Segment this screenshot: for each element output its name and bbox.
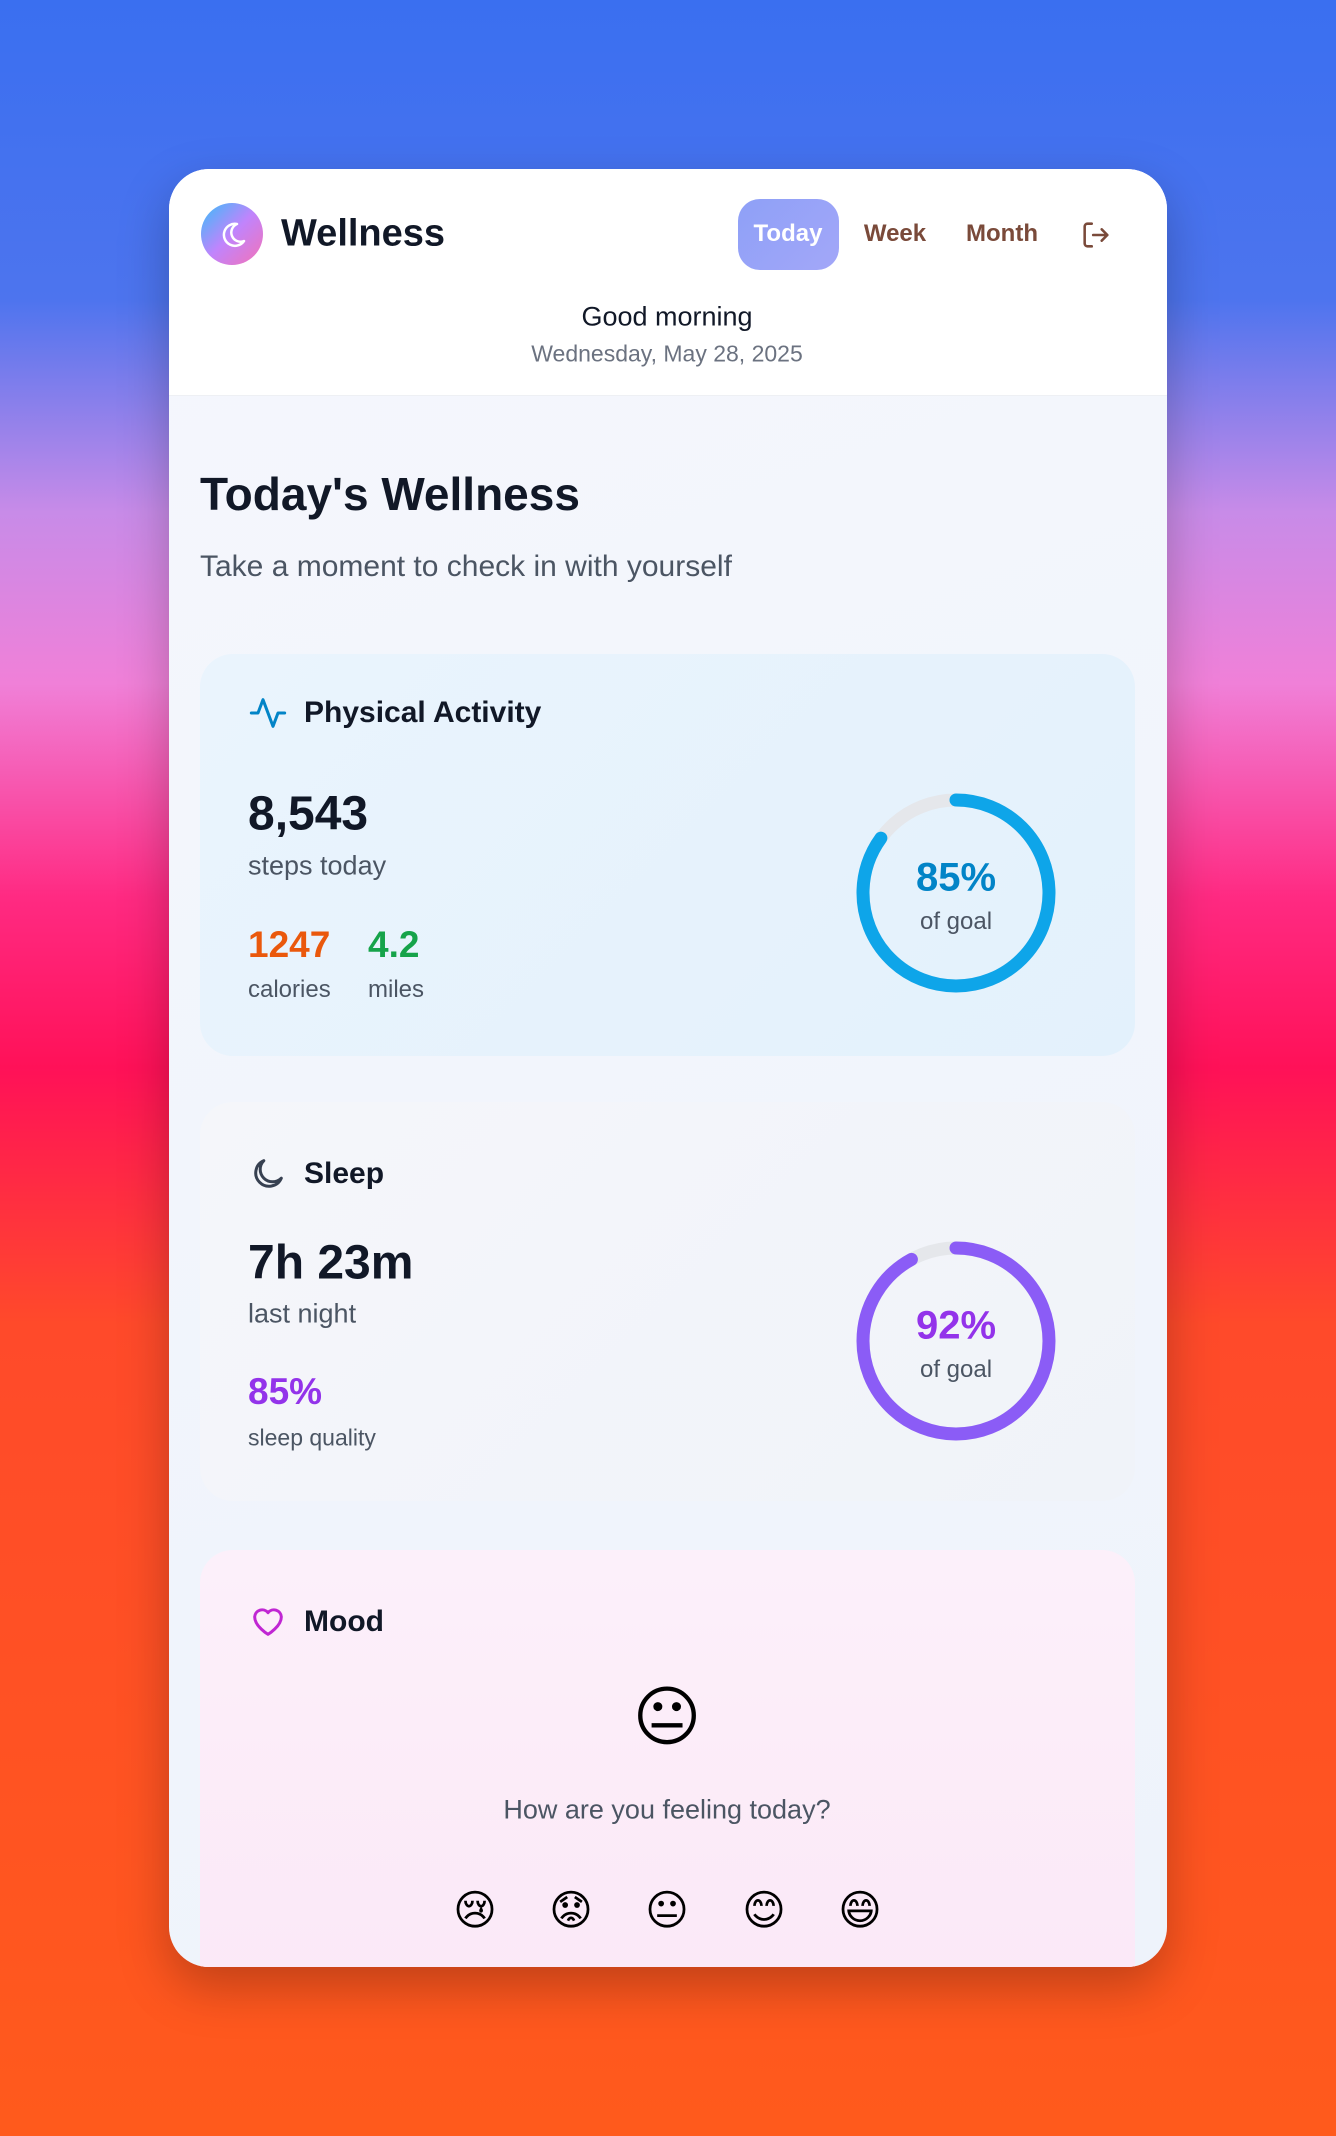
- goal-label: of goal: [919, 1356, 993, 1383]
- quality-label: sleep quality: [248, 1424, 376, 1451]
- mood-option[interactable]: 😊: [742, 1886, 786, 1934]
- mood-card: Mood 😐 How are you feeling today? 😢 😟 😐 …: [200, 1550, 1135, 1967]
- date: Wednesday, May 28, 2025: [531, 340, 803, 367]
- logo-icon: [222, 222, 246, 248]
- steps-label: steps today: [248, 850, 387, 881]
- sleep-icon: [254, 1159, 283, 1188]
- goal-percent: 85%: [915, 855, 997, 900]
- app-window: Wellness Today Week Month Good morning W…: [169, 169, 1167, 1967]
- activity-card: Physical Activity 8,543 steps today 1247…: [200, 654, 1135, 1056]
- mood-option[interactable]: 😐: [645, 1886, 689, 1934]
- activity-icon: [249, 698, 287, 728]
- miles-label: miles: [368, 976, 425, 1003]
- goal-percent: 92%: [915, 1303, 997, 1348]
- nav-week[interactable]: Week: [863, 220, 927, 247]
- app-name: Wellness: [281, 212, 446, 255]
- mood-icon: [253, 1608, 283, 1636]
- mood-question: How are you feeling today?: [503, 1794, 831, 1825]
- mood-option[interactable]: 😢: [453, 1886, 497, 1934]
- page-subtitle: Take a moment to check in with yourself: [200, 550, 732, 583]
- current-mood: 😐: [632, 1679, 702, 1754]
- goal-label: of goal: [919, 908, 993, 935]
- steps: 8,543: [248, 787, 369, 841]
- greeting: Good morning: [581, 301, 753, 332]
- sleep-card: Sleep 7h 23m last night 85% sleep qualit…: [200, 1102, 1135, 1501]
- nav-today[interactable]: Today: [753, 220, 823, 247]
- goal-ring: [856, 1241, 1056, 1441]
- ring-progress: [856, 793, 1056, 993]
- calories-label: calories: [248, 976, 331, 1003]
- card-title: Physical Activity: [304, 696, 542, 729]
- nav-month[interactable]: Month: [966, 220, 1038, 247]
- duration-label: last night: [248, 1298, 357, 1329]
- goal-ring: [856, 793, 1056, 993]
- nav-active[interactable]: [738, 199, 839, 270]
- page-title: Today's Wellness: [200, 468, 580, 520]
- mood-option[interactable]: 😟: [549, 1886, 593, 1934]
- card-title: Sleep: [304, 1157, 385, 1190]
- miles: 4.2: [368, 924, 420, 965]
- mood-option[interactable]: 😄: [838, 1886, 882, 1934]
- calories: 1247: [248, 924, 331, 965]
- card-title: Mood: [304, 1605, 384, 1638]
- ring-progress: [856, 1241, 1056, 1441]
- logo: [201, 203, 263, 265]
- sleep-quality: 85%: [248, 1371, 323, 1412]
- logout-button[interactable]: [1079, 218, 1113, 252]
- sleep-duration: 7h 23m: [248, 1236, 414, 1290]
- header: Wellness Today Week Month Good morning W…: [169, 169, 1167, 396]
